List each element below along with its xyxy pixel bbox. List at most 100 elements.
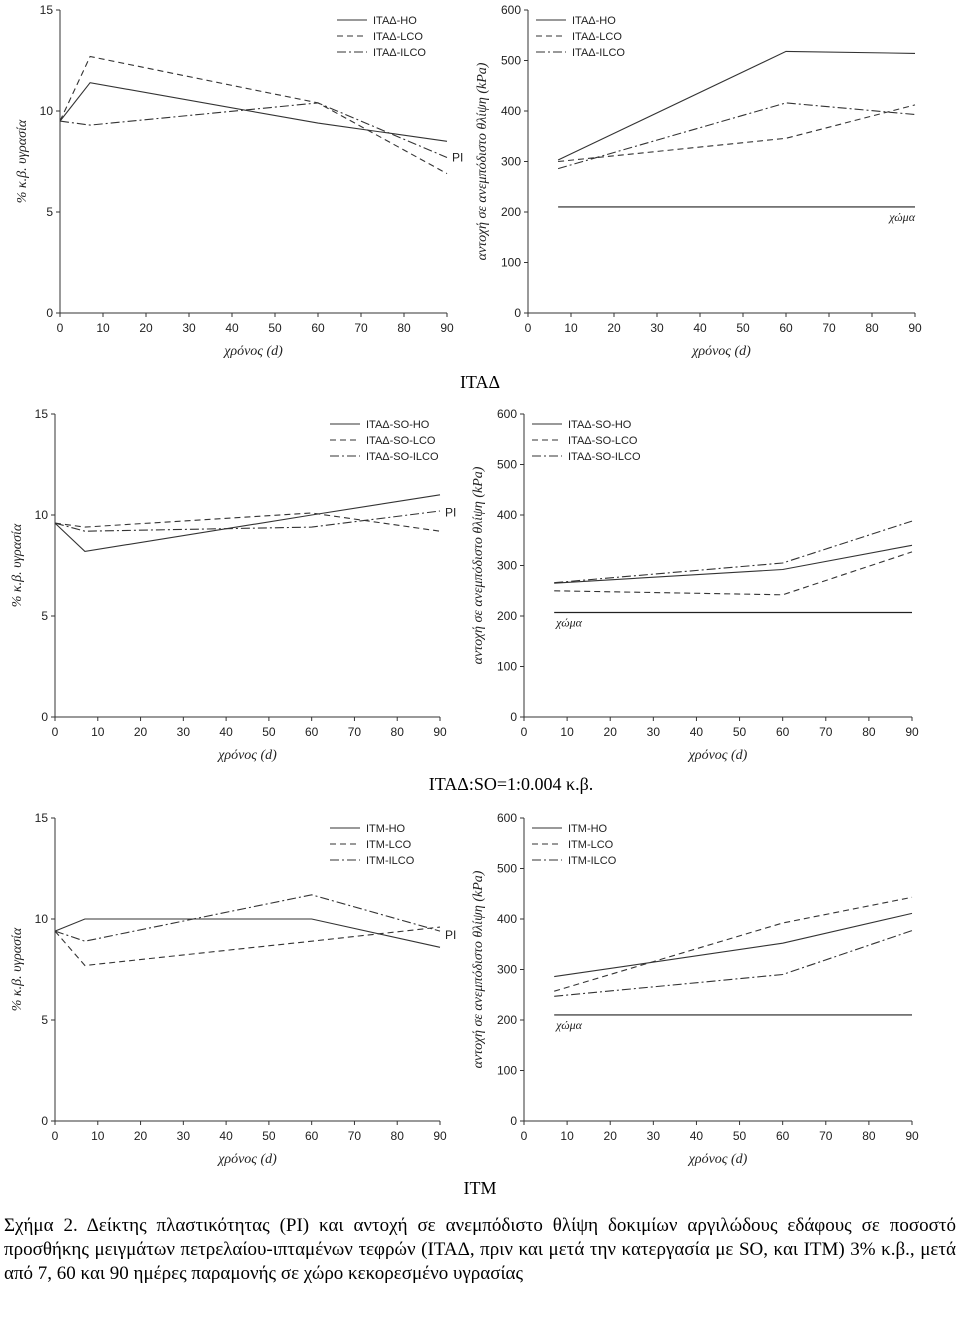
x-tick-label: 50 [733, 725, 747, 739]
group-label-itm: ΙΤΜ [464, 1178, 497, 1198]
pi-annotation: PI [452, 150, 463, 164]
x-tick-label: 90 [433, 1129, 447, 1143]
y-tick-label: 100 [497, 1064, 517, 1078]
y-tick-label: 600 [497, 811, 517, 825]
y-tick-label: 400 [501, 104, 521, 118]
x-tick-label: 60 [776, 725, 790, 739]
series-line-1 [554, 912, 913, 978]
y-tick-label: 300 [501, 155, 521, 169]
x-tick-label: 0 [525, 321, 532, 335]
x-tick-label: 0 [521, 1129, 528, 1143]
series-line-2 [54, 926, 441, 967]
y-tick-label: 0 [46, 306, 53, 320]
x-tick-label: 70 [354, 321, 368, 335]
series-line-1 [557, 50, 916, 161]
chart-panel-2: 0 100 200 300 400 500 600 0 10 20 30 40 50 60 70 80 90 χρ… [475, 3, 922, 359]
x-tick-label: 0 [52, 1129, 59, 1143]
x-tick-label: 30 [177, 1129, 191, 1143]
legend-label-3: ΙΤΑΔ-ILCO [572, 47, 625, 59]
y-tick-label: 0 [514, 306, 521, 320]
x-tick-label: 20 [134, 1129, 148, 1143]
soil-reference-label: χώμα [555, 615, 582, 629]
x-axis-label: χρόνος (d) [687, 748, 748, 763]
y-axis-label: αντοχή σε ανεμπόδιστο θλίψη (kPa) [471, 870, 486, 1068]
x-axis-label: χρόνος (d) [222, 344, 283, 359]
x-tick-label: 30 [647, 725, 661, 739]
x-tick-label: 50 [262, 1129, 276, 1143]
y-tick-label: 100 [501, 256, 521, 270]
y-tick-label: 500 [497, 862, 517, 876]
x-tick-label: 60 [779, 321, 793, 335]
y-tick-label: 0 [41, 1114, 48, 1128]
group-label-itad-so: ΙΤΑΔ:SO=1:0.004 κ.β. [429, 774, 594, 794]
x-tick-label: 90 [908, 321, 922, 335]
legend-label-2: ΙΤΑΔ-LCO [373, 31, 423, 43]
series-line-1 [59, 82, 448, 142]
y-axis-label: αντοχή σε ανεμπόδιστο θλίψη (kPa) [475, 62, 490, 260]
x-tick-label: 70 [348, 1129, 362, 1143]
x-tick-label: 90 [440, 321, 454, 335]
legend-label-3: ΙΤΜ-ILCO [568, 855, 617, 867]
x-tick-label: 50 [268, 321, 282, 335]
series-line-1 [54, 494, 441, 552]
y-tick-label: 5 [41, 1013, 48, 1027]
x-tick-label: 10 [96, 321, 110, 335]
series-line-2 [554, 896, 913, 992]
series-line-2 [59, 55, 448, 175]
x-tick-label: 0 [52, 725, 59, 739]
series-line-1 [54, 918, 441, 948]
legend-label-1: ΙΤΑΔ-HO [572, 15, 616, 27]
legend-label-3: ΙΤΑΔ-SO-ILCO [366, 451, 439, 463]
x-tick-label: 20 [134, 725, 148, 739]
series-line-1 [554, 544, 913, 584]
y-tick-label: 300 [497, 963, 517, 977]
y-tick-label: 600 [501, 3, 521, 17]
x-tick-label: 40 [690, 1129, 704, 1143]
y-tick-label: 200 [497, 609, 517, 623]
y-tick-label: 400 [497, 912, 517, 926]
x-axis-label: χρόνος (d) [216, 1152, 277, 1167]
y-tick-label: 200 [501, 205, 521, 219]
x-axis-label: χρόνος (d) [216, 748, 277, 763]
x-tick-label: 10 [564, 321, 578, 335]
legend-label-1: ΙΤΑΔ-SO-HO [568, 419, 632, 431]
series-line-3 [54, 894, 441, 942]
x-tick-label: 70 [822, 321, 836, 335]
x-axis-label: χρόνος (d) [690, 344, 751, 359]
series-line-3 [557, 102, 916, 170]
y-tick-label: 600 [497, 407, 517, 421]
x-tick-label: 80 [391, 725, 405, 739]
y-tick-label: 10 [35, 508, 49, 522]
x-tick-label: 70 [819, 725, 833, 739]
x-tick-label: 0 [57, 321, 64, 335]
x-tick-label: 80 [391, 1129, 405, 1143]
figure-caption: Σχήμα 2. Δείκτης πλαστικότητας (PI) και … [4, 1215, 956, 1284]
y-axis-label: % κ.β. υγρασία [10, 523, 25, 607]
y-tick-label: 500 [497, 458, 517, 472]
x-tick-label: 40 [219, 1129, 233, 1143]
chart-panel-5: 0 5 10 15 0 10 20 30 40 50 60 70 80 90 χρόνος (d) % κ.β… [10, 811, 456, 1167]
x-tick-label: 80 [862, 725, 876, 739]
legend-label-3: ΙΤΜ-ILCO [366, 855, 415, 867]
y-tick-label: 100 [497, 660, 517, 674]
x-tick-label: 70 [819, 1129, 833, 1143]
y-axis-label: % κ.β. υγρασία [10, 927, 25, 1011]
x-tick-label: 20 [139, 321, 153, 335]
y-tick-label: 0 [510, 1114, 517, 1128]
series-line-3 [54, 510, 441, 532]
x-tick-label: 60 [776, 1129, 790, 1143]
x-tick-label: 10 [560, 725, 574, 739]
pi-annotation: PI [445, 928, 456, 942]
y-axis-label: αντοχή σε ανεμπόδιστο θλίψη (kPa) [471, 466, 486, 664]
x-tick-label: 40 [219, 725, 233, 739]
chart-panel-3: 0 5 10 15 0 10 20 30 40 50 60 70 80 90 χρόνος (d) % κ.β… [10, 407, 456, 763]
legend-label-2: ΙΤΑΔ-LCO [572, 31, 622, 43]
x-tick-label: 80 [865, 321, 879, 335]
x-tick-label: 40 [225, 321, 239, 335]
soil-reference-label: χώμα [555, 1018, 582, 1032]
x-tick-label: 60 [305, 1129, 319, 1143]
y-tick-label: 0 [41, 710, 48, 724]
x-tick-label: 90 [433, 725, 447, 739]
soil-reference-label: χώμα [888, 210, 915, 224]
